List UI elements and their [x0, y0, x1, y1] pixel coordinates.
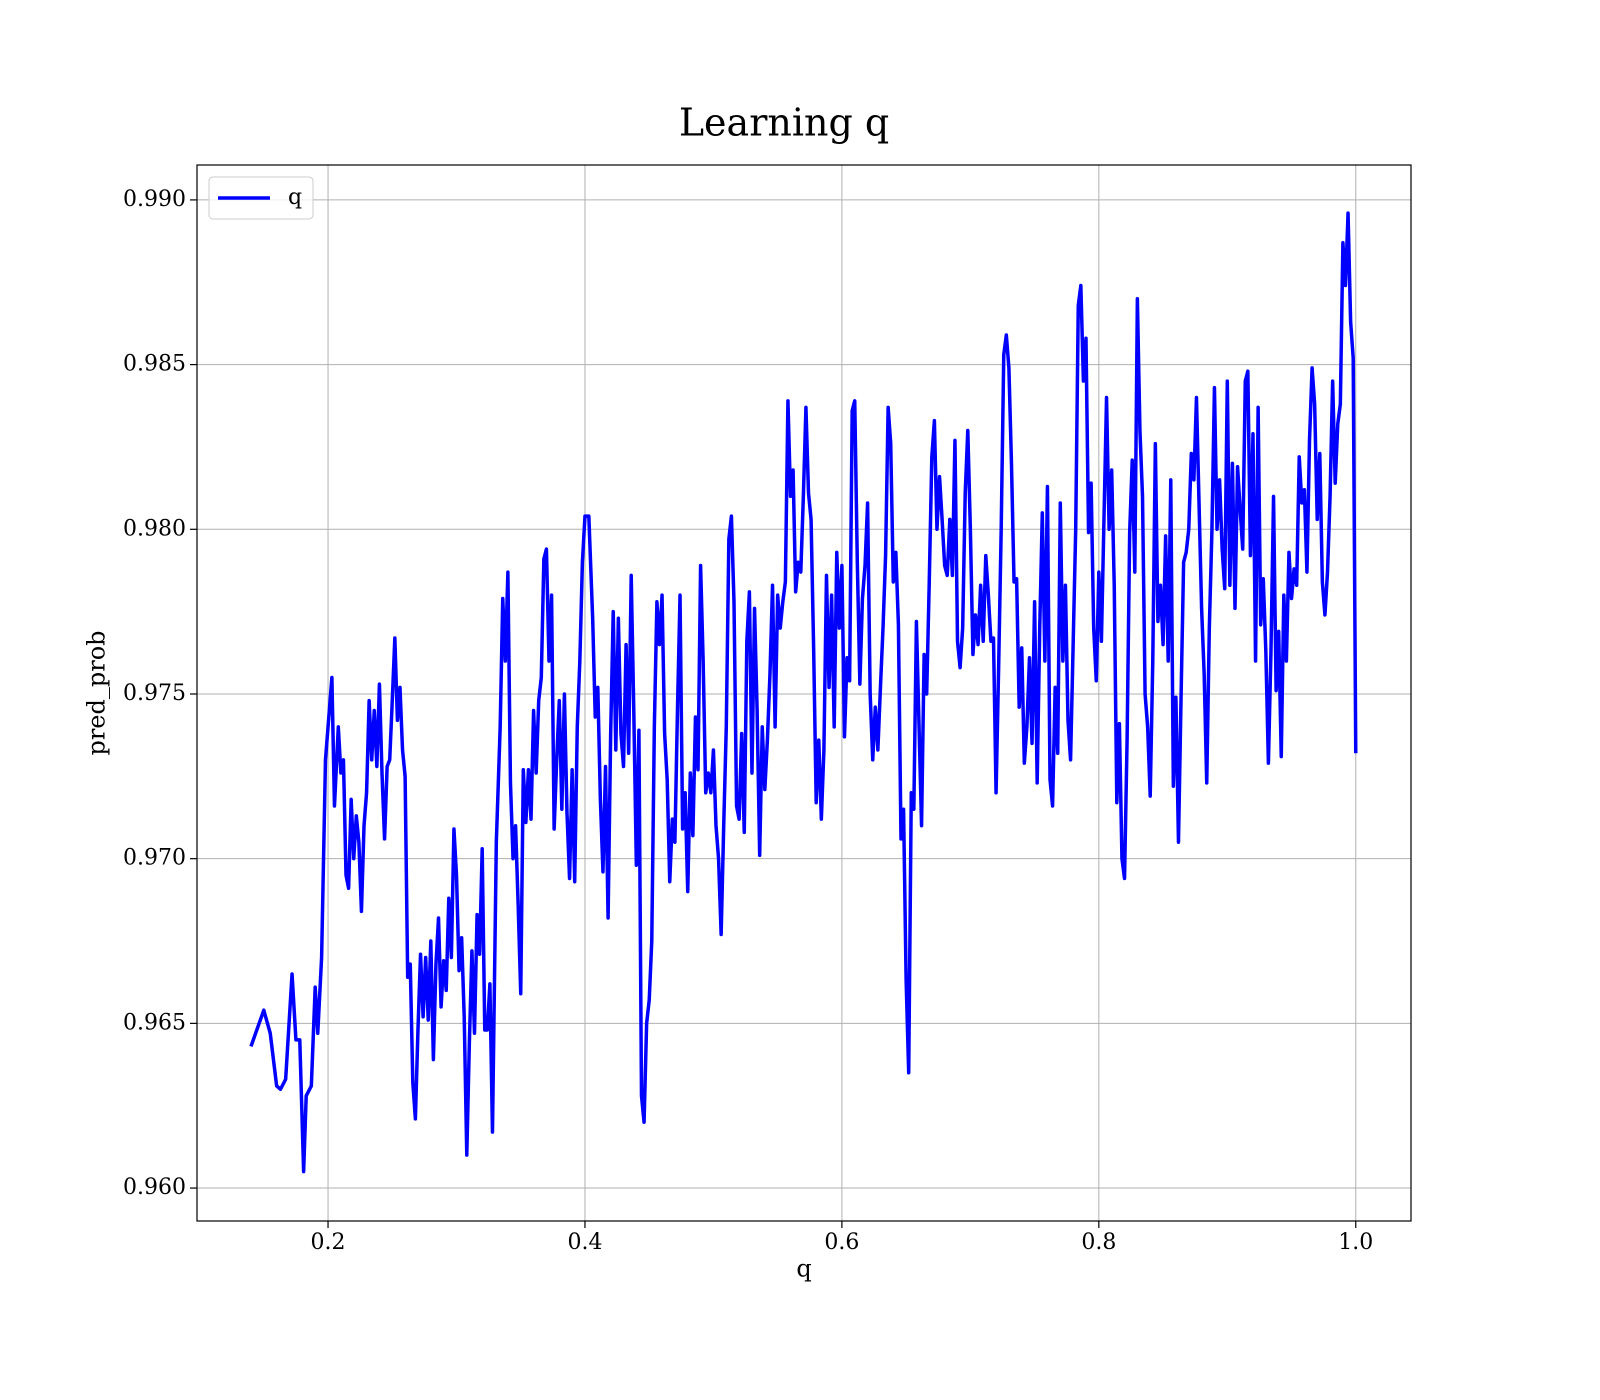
plot-area [249, 211, 1358, 1174]
axes-frame [196, 164, 1412, 1222]
y-tick-label: 0.990 [123, 187, 186, 212]
y-tick-label: 0.970 [123, 846, 186, 871]
x-tick-label: 0.4 [567, 1230, 602, 1255]
legend: q [208, 176, 314, 220]
y-tick-label: 0.975 [123, 681, 186, 706]
y-tick-label: 0.965 [123, 1010, 186, 1035]
legend-label: q [288, 185, 302, 210]
y-tick-label: 0.980 [123, 516, 186, 541]
x-tick-label: 0.2 [311, 1230, 346, 1255]
y-axis-label: pred_prob [83, 630, 111, 755]
data-line [249, 211, 1358, 1174]
y-tick-label: 0.985 [123, 352, 186, 377]
chart-title: Learning q [679, 101, 889, 145]
ticks: 0.2 0.4 0.6 0.8 1.0 0.960 0.965 0.970 0.975 0.980… [123, 187, 1373, 1255]
x-axis-label: q [796, 1255, 811, 1283]
x-tick-label: 1.0 [1338, 1230, 1373, 1255]
x-tick-label: 0.6 [824, 1230, 859, 1255]
x-tick-label: 0.8 [1081, 1230, 1116, 1255]
y-tick-label: 0.960 [123, 1175, 186, 1200]
